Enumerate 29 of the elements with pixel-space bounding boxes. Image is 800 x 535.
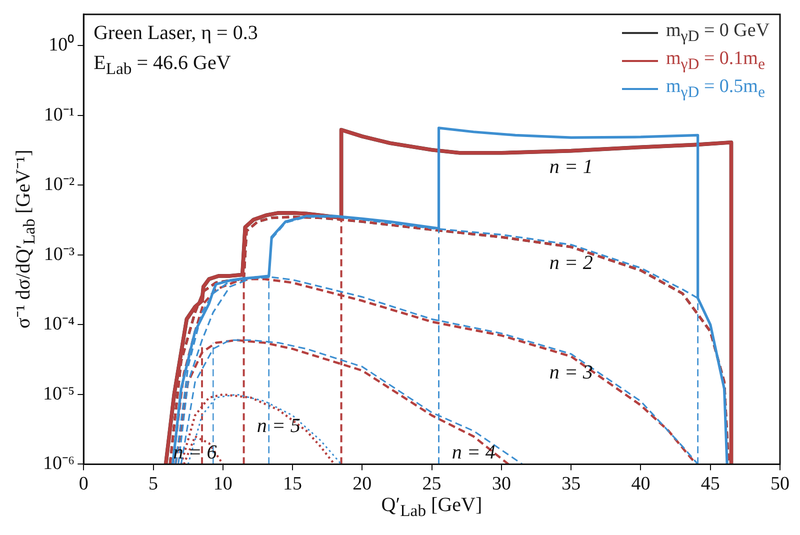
- legend-label: m$_{γD}$ = 0.1m$_{e}$: [666, 48, 765, 74]
- x-tick-label: 10: [213, 474, 232, 495]
- annotation: n = 4: [452, 442, 496, 464]
- x-tick-label: 25: [422, 474, 442, 495]
- y-tick-label: 10⁻²: [44, 174, 75, 196]
- x-tick-label: 40: [631, 474, 650, 495]
- x-tick-label: 50: [770, 474, 790, 495]
- x-tick-label: 5: [148, 474, 158, 495]
- annotation: n = 2: [549, 252, 593, 274]
- x-tick-label: 30: [492, 474, 511, 495]
- y-tick-label: 10⁻⁶: [43, 453, 75, 474]
- y-tick-label: 10⁻¹: [44, 104, 75, 126]
- annotation: n = 3: [549, 362, 593, 384]
- y-tick-label: 10⁻⁴: [43, 314, 75, 335]
- legend-label: m$_{γD}$ = 0.5m$_{e}$: [666, 76, 765, 102]
- annotation: n = 5: [256, 415, 300, 438]
- legend-label: m$_{γD}$ = 0 GeV: [666, 20, 770, 46]
- y-tick-label: 10⁰: [48, 34, 75, 56]
- annotation: E$_{Lab}$ = 46.6 GeV: [94, 51, 232, 80]
- y-tick-label: 10⁻⁵: [43, 383, 75, 404]
- x-tick-label: 0: [78, 474, 88, 495]
- y-tick-label: 10⁻³: [44, 244, 75, 265]
- annotation: n = 1: [549, 156, 593, 178]
- annotation: Green Laser, η = 0.3: [94, 21, 258, 46]
- x-axis-title: Q′$_{Lab}$ [GeV]: [381, 494, 482, 522]
- x-tick-label: 20: [352, 474, 372, 495]
- x-tick-label: 35: [562, 474, 581, 495]
- x-tick-label: 45: [700, 474, 720, 495]
- x-tick-label: 15: [283, 474, 302, 495]
